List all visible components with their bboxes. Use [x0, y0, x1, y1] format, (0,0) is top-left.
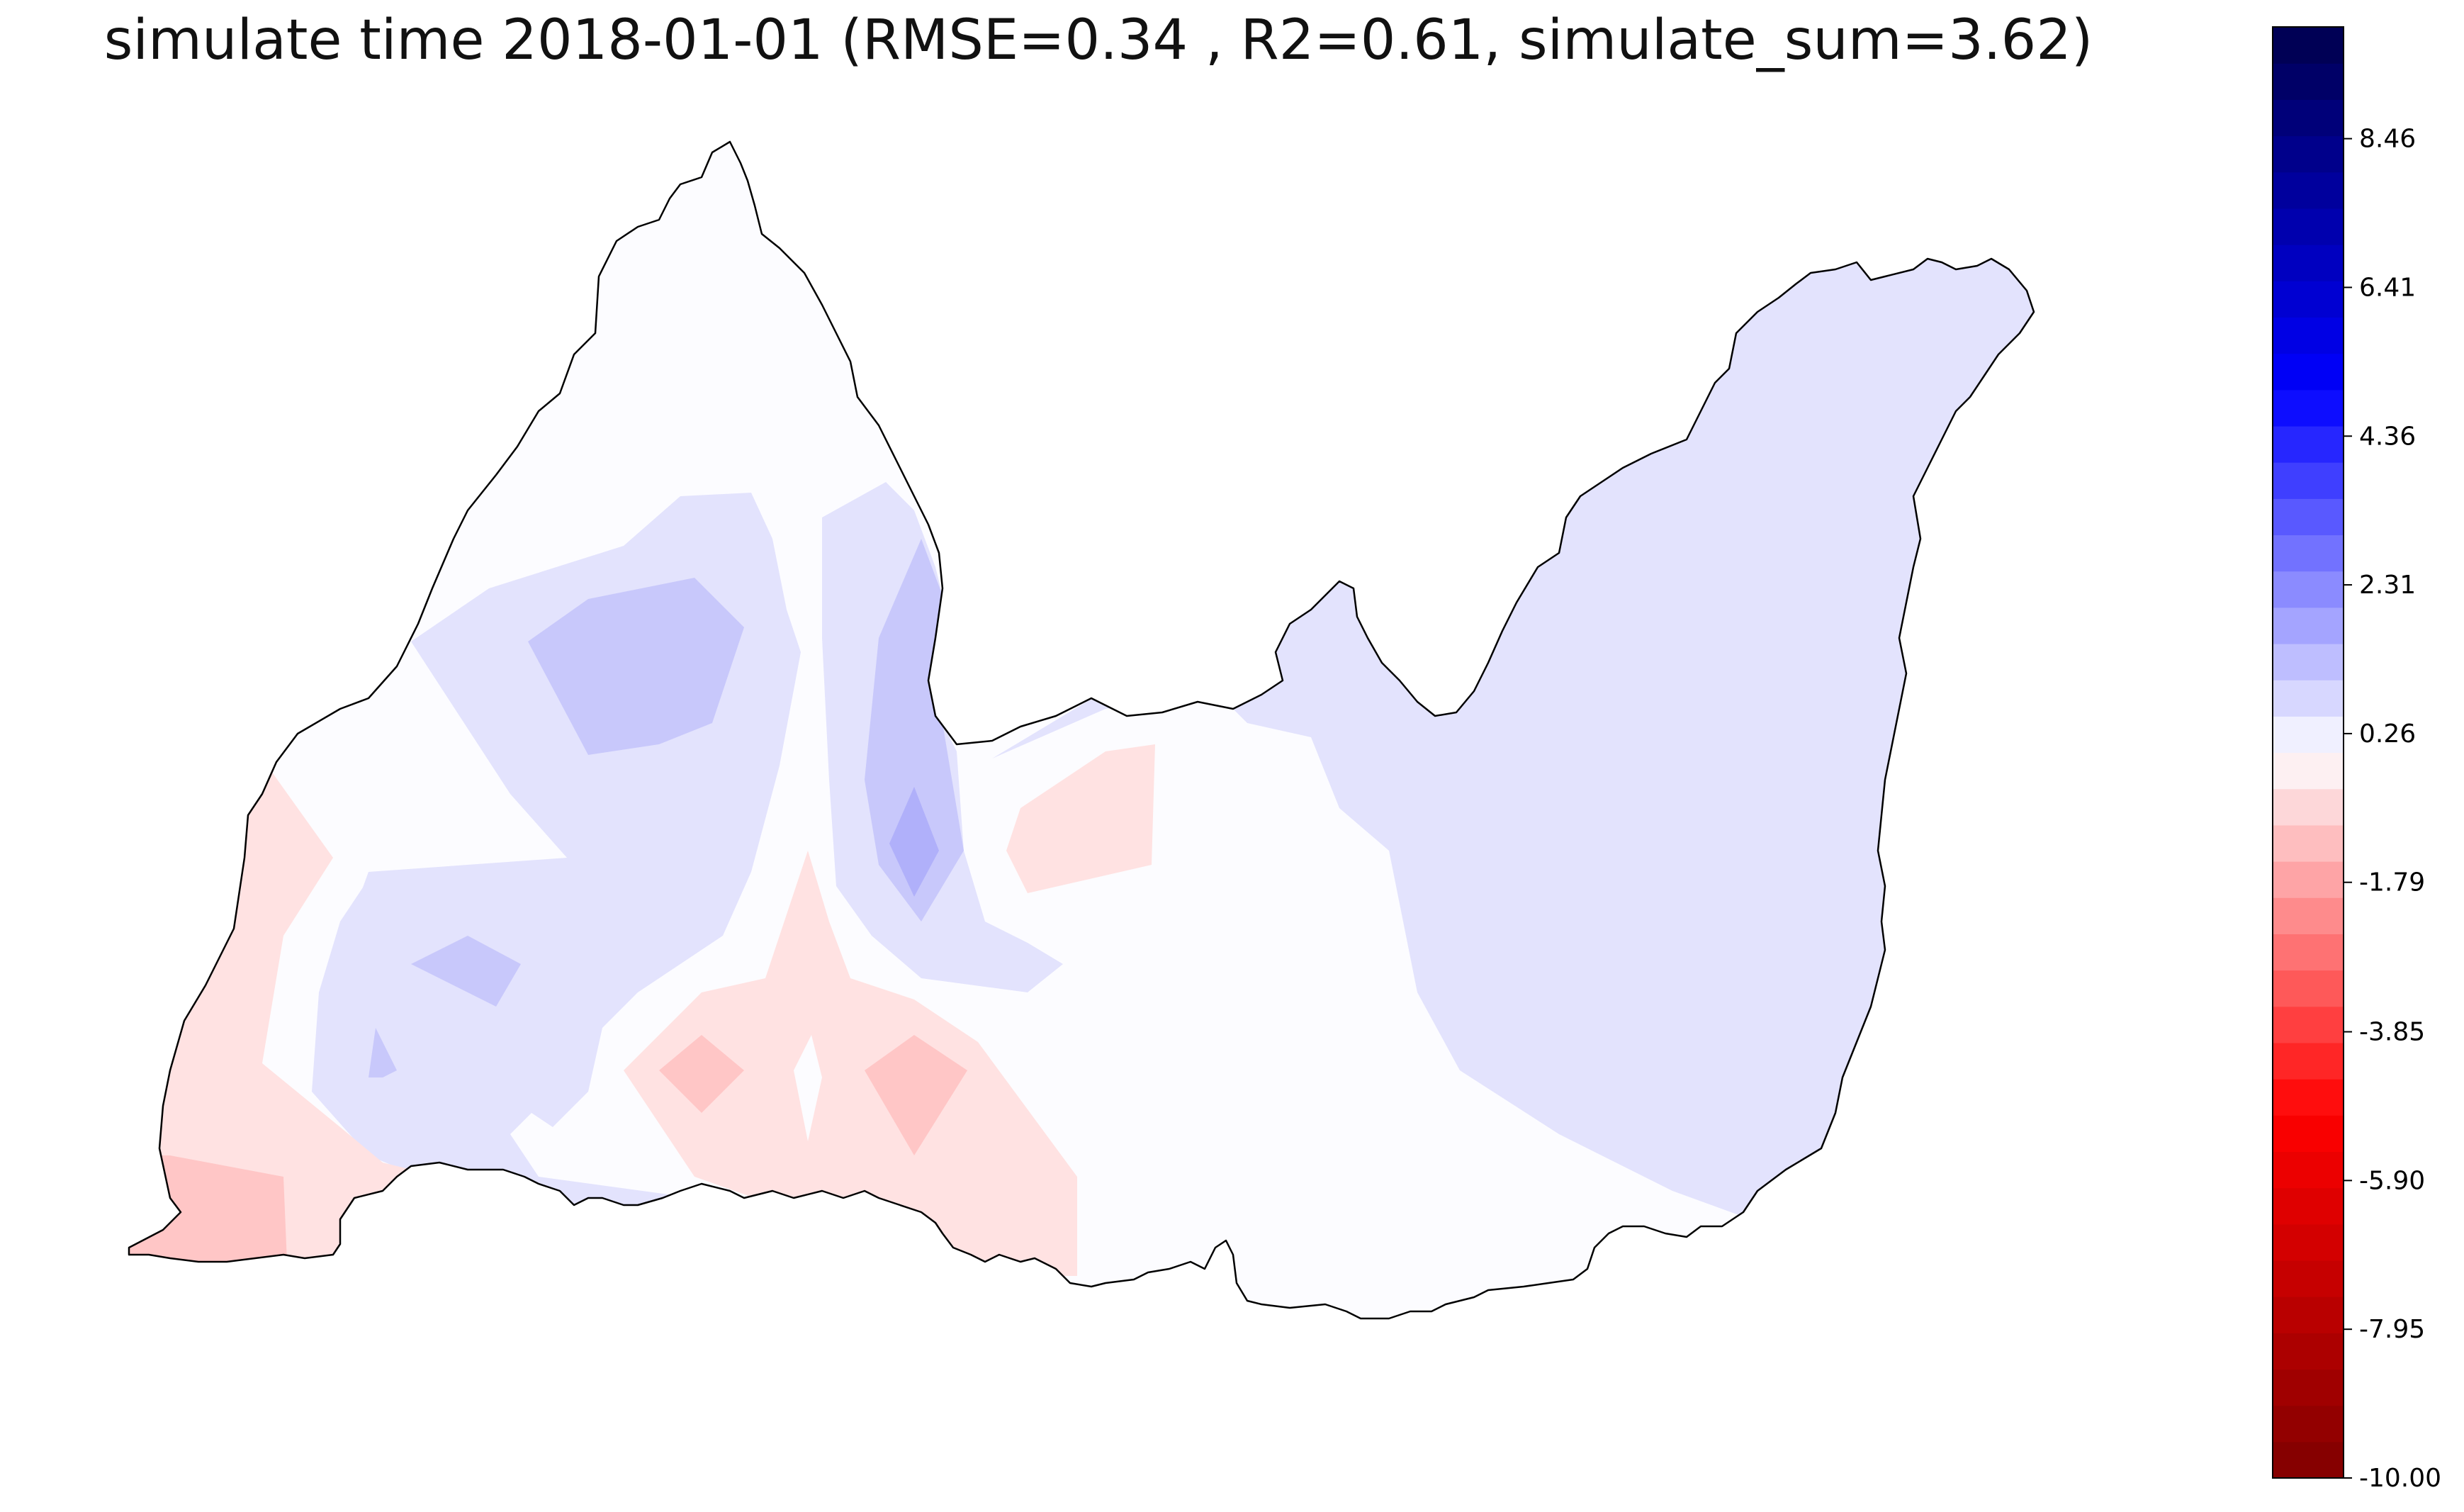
- colorbar-level: [2273, 1333, 2344, 1370]
- colorbar-level: [2273, 208, 2344, 245]
- colorbar-frame: [2272, 26, 2344, 1479]
- contour-light-blue-west: [312, 861, 723, 1226]
- colorbar-tick-label: -10.00: [2359, 1464, 2441, 1493]
- colorbar-level: [2273, 571, 2344, 608]
- colorbar-level: [2273, 752, 2344, 790]
- colorbar-level: [2273, 897, 2344, 934]
- colorbar-ticks: 8.46 6.41 4.36 2.31 0.26 -1.79 -3.85 -5.90 -7.95…: [2344, 125, 2441, 1493]
- contour-mid-red-south-b: [865, 1035, 967, 1155]
- colorbar-level: [2273, 135, 2344, 173]
- contour-light-red-center: [1006, 744, 1155, 893]
- colorbar-level: [2273, 317, 2344, 354]
- colorbar-level: [2273, 27, 2344, 64]
- colorbar-level: [2273, 1405, 2344, 1443]
- colorbar-level: [2273, 1187, 2344, 1225]
- colorbar-level: [2273, 970, 2344, 1007]
- colorbar-level: [2273, 1223, 2344, 1261]
- colorbar-level: [2273, 1079, 2344, 1116]
- contour-near-zero-notch: [794, 1035, 822, 1141]
- chart-title: simulate time 2018-01-01 (RMSE=0.34 , R2…: [103, 9, 2093, 72]
- colorbar-tick-label: -7.95: [2359, 1315, 2425, 1344]
- colorbar-level: [2273, 716, 2344, 754]
- colorbar-tick-label: 8.46: [2359, 125, 2416, 154]
- colorbar-level: [2273, 680, 2344, 717]
- colorbar: [2272, 26, 2344, 1479]
- contour-mid-red-south-a: [659, 1035, 744, 1113]
- colorbar-level: [2273, 425, 2344, 463]
- colorbar-tick-label: 2.31: [2359, 571, 2416, 600]
- colorbar-level: [2273, 63, 2344, 100]
- colorbar-level: [2273, 498, 2344, 536]
- colorbar-level: [2273, 1369, 2344, 1406]
- colorbar-level: [2273, 861, 2344, 898]
- colorbar-level: [2273, 1042, 2344, 1080]
- colorbar-level: [2273, 788, 2344, 826]
- contour-mid-blue-north: [528, 578, 744, 755]
- colorbar-level: [2273, 934, 2344, 971]
- colorbar-level: [2273, 607, 2344, 644]
- colorbar-level: [2273, 1115, 2344, 1153]
- colorbar-level: [2273, 1006, 2344, 1043]
- colorbar-tick-label: 4.36: [2359, 422, 2416, 451]
- colorbar-level: [2273, 281, 2344, 318]
- colorbar-level: [2273, 1297, 2344, 1333]
- colorbar-level: [2273, 1260, 2344, 1297]
- colorbar-level: [2273, 245, 2344, 281]
- colorbar-tick-label: -5.90: [2359, 1166, 2425, 1195]
- colorbar-tick-label: -3.85: [2359, 1018, 2425, 1047]
- contour-light-red-south: [624, 851, 1077, 1276]
- colorbar-level: [2273, 389, 2344, 427]
- contour-light-blue-east: [992, 213, 2034, 1219]
- colorbar-tick-label: 0.26: [2359, 719, 2416, 749]
- colorbar-level: [2273, 1151, 2344, 1189]
- colorbar-tick-label: 6.41: [2359, 273, 2416, 302]
- colorbar-level: [2273, 1441, 2344, 1479]
- colorbar-level: [2273, 172, 2344, 209]
- colorbar-level: [2273, 643, 2344, 681]
- contour-mid-blue-southwest: [369, 1028, 397, 1077]
- colorbar-tick-label: -1.79: [2359, 868, 2425, 897]
- basin-outline: [128, 140, 2035, 1320]
- colorbar-level: [2273, 824, 2344, 862]
- colorbar-level: [2273, 353, 2344, 391]
- contour-deeper-blue-central: [889, 787, 939, 897]
- contour-mid-blue-west: [411, 936, 521, 1007]
- colorbar-level: [2273, 462, 2344, 499]
- colorbar-level: [2273, 99, 2344, 137]
- colorbar-level: [2273, 534, 2344, 572]
